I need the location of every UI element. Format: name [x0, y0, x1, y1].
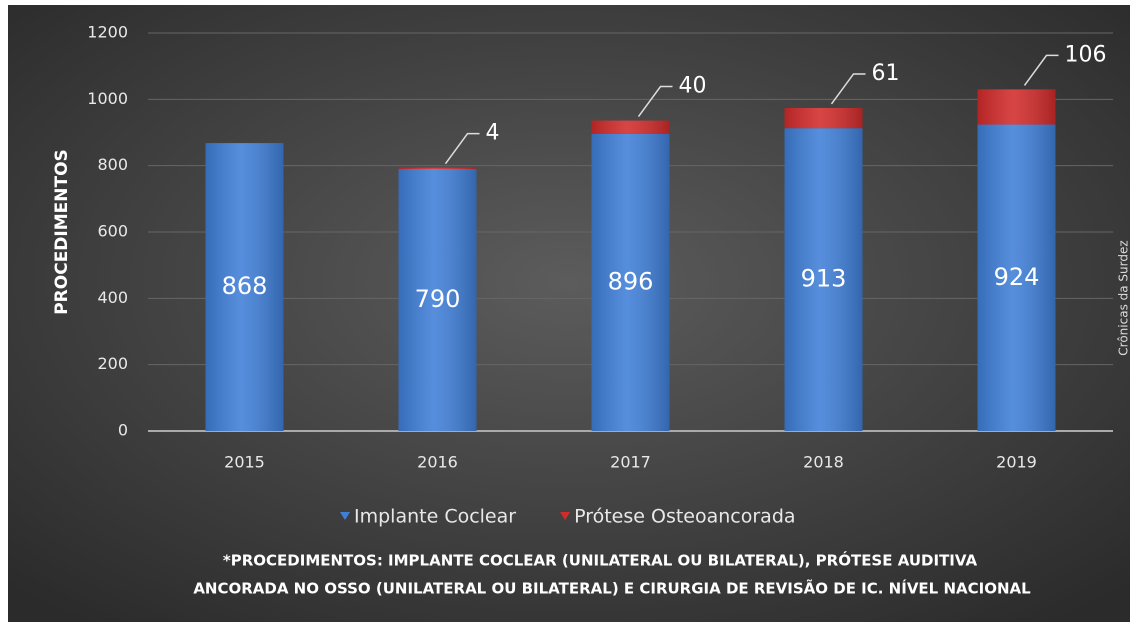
leader-line	[444, 132, 480, 165]
bar-shade	[977, 124, 1056, 431]
value-label: 4	[486, 121, 500, 146]
bar-shade	[398, 167, 477, 169]
value-label: 896	[608, 267, 654, 295]
bar-shade	[591, 133, 670, 431]
x-tick-label: 2017	[610, 453, 651, 472]
bar-shade	[205, 143, 284, 431]
value-label: 106	[1065, 42, 1107, 67]
leader-line	[830, 73, 866, 105]
y-tick-label: 1000	[87, 89, 128, 108]
bar-shade	[784, 107, 863, 129]
legend-label: Implante Coclear	[354, 506, 516, 528]
leader-line	[637, 85, 673, 118]
background	[8, 5, 1130, 622]
y-tick-label: 800	[97, 155, 128, 174]
value-label: 790	[415, 285, 461, 313]
y-axis-label: PROCEDIMENTOS	[52, 149, 72, 315]
footnote: *PROCEDIMENTOS: IMPLANTE COCLEAR (UNILAT…	[223, 551, 978, 570]
x-tick-label: 2019	[996, 453, 1037, 472]
legend-label: Prótese Osteoancorada	[574, 506, 795, 528]
leader-line	[1023, 54, 1059, 86]
footnote: ANCORADA NO OSSO (UNILATERAL OU BILATERA…	[193, 579, 1031, 598]
bar-shade	[977, 89, 1056, 125]
x-tick-label: 2015	[224, 453, 265, 472]
x-tick-label: 2016	[417, 453, 458, 472]
y-tick-label: 400	[97, 288, 128, 307]
bar-shade	[591, 120, 670, 134]
y-tick-label: 1200	[87, 23, 128, 42]
value-label: 868	[222, 272, 268, 300]
legend-marker	[560, 512, 571, 520]
side-note: Crônicas da Surdez	[1117, 240, 1131, 355]
value-label: 924	[994, 263, 1040, 291]
y-tick-label: 0	[118, 421, 128, 440]
bar-shade	[398, 168, 477, 431]
value-label: 61	[872, 61, 900, 86]
bar-shade	[784, 128, 863, 431]
value-label: 40	[679, 74, 707, 99]
value-label: 913	[801, 265, 847, 293]
y-tick-label: 200	[97, 354, 128, 373]
x-tick-label: 2018	[803, 453, 844, 472]
y-tick-label: 600	[97, 222, 128, 241]
legend-marker	[340, 512, 350, 520]
